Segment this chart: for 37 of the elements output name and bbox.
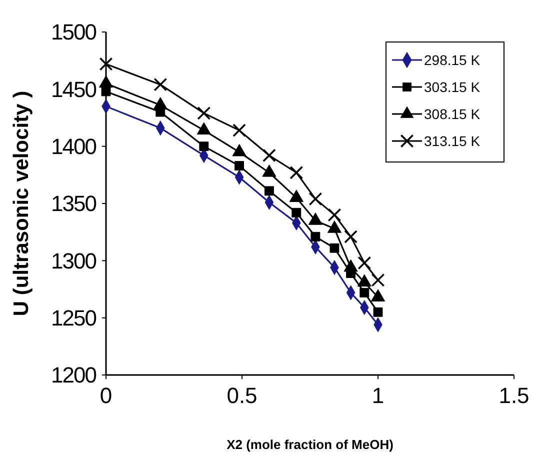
- legend-label: 303.15 K: [424, 78, 481, 95]
- point: [262, 148, 276, 162]
- point: [99, 57, 113, 71]
- point: [101, 86, 111, 96]
- point: [310, 232, 320, 242]
- x-axis-title: X2 (mole fraction of MeOH): [226, 437, 394, 452]
- y-tick-label: 1400: [51, 134, 97, 160]
- legend-label: 308.15 K: [424, 106, 481, 122]
- x-tick-label: 0: [100, 383, 112, 408]
- y-tick-label: 1250: [51, 306, 97, 331]
- point: [234, 161, 244, 170]
- point: [344, 230, 358, 244]
- point: [197, 106, 211, 120]
- point: [373, 307, 383, 317]
- point: [358, 256, 372, 270]
- point: [371, 273, 385, 287]
- legend-label: 313.15 K: [424, 132, 481, 149]
- point: [290, 166, 304, 180]
- point: [292, 208, 302, 218]
- y-tick-label: 1200: [51, 362, 97, 388]
- y-axis-title: U (ultrasonic velocity ): [10, 90, 33, 316]
- legend-label: 298.15 K: [424, 52, 481, 68]
- point: [264, 186, 274, 196]
- x-tick-label: 1.5: [498, 383, 530, 408]
- x-tick-label: 0.5: [226, 383, 258, 408]
- y-tick-label: 1500: [51, 20, 97, 45]
- point: [360, 288, 370, 298]
- point: [232, 124, 246, 138]
- x-tick-label: 1: [372, 383, 384, 408]
- point: [308, 192, 322, 206]
- point: [330, 243, 340, 253]
- point: [328, 208, 342, 222]
- y-tick-label: 1450: [51, 76, 97, 102]
- y-tick-label: 1300: [51, 248, 97, 274]
- y-tick-label: 1350: [51, 191, 97, 216]
- point: [199, 142, 209, 152]
- point: [154, 78, 168, 92]
